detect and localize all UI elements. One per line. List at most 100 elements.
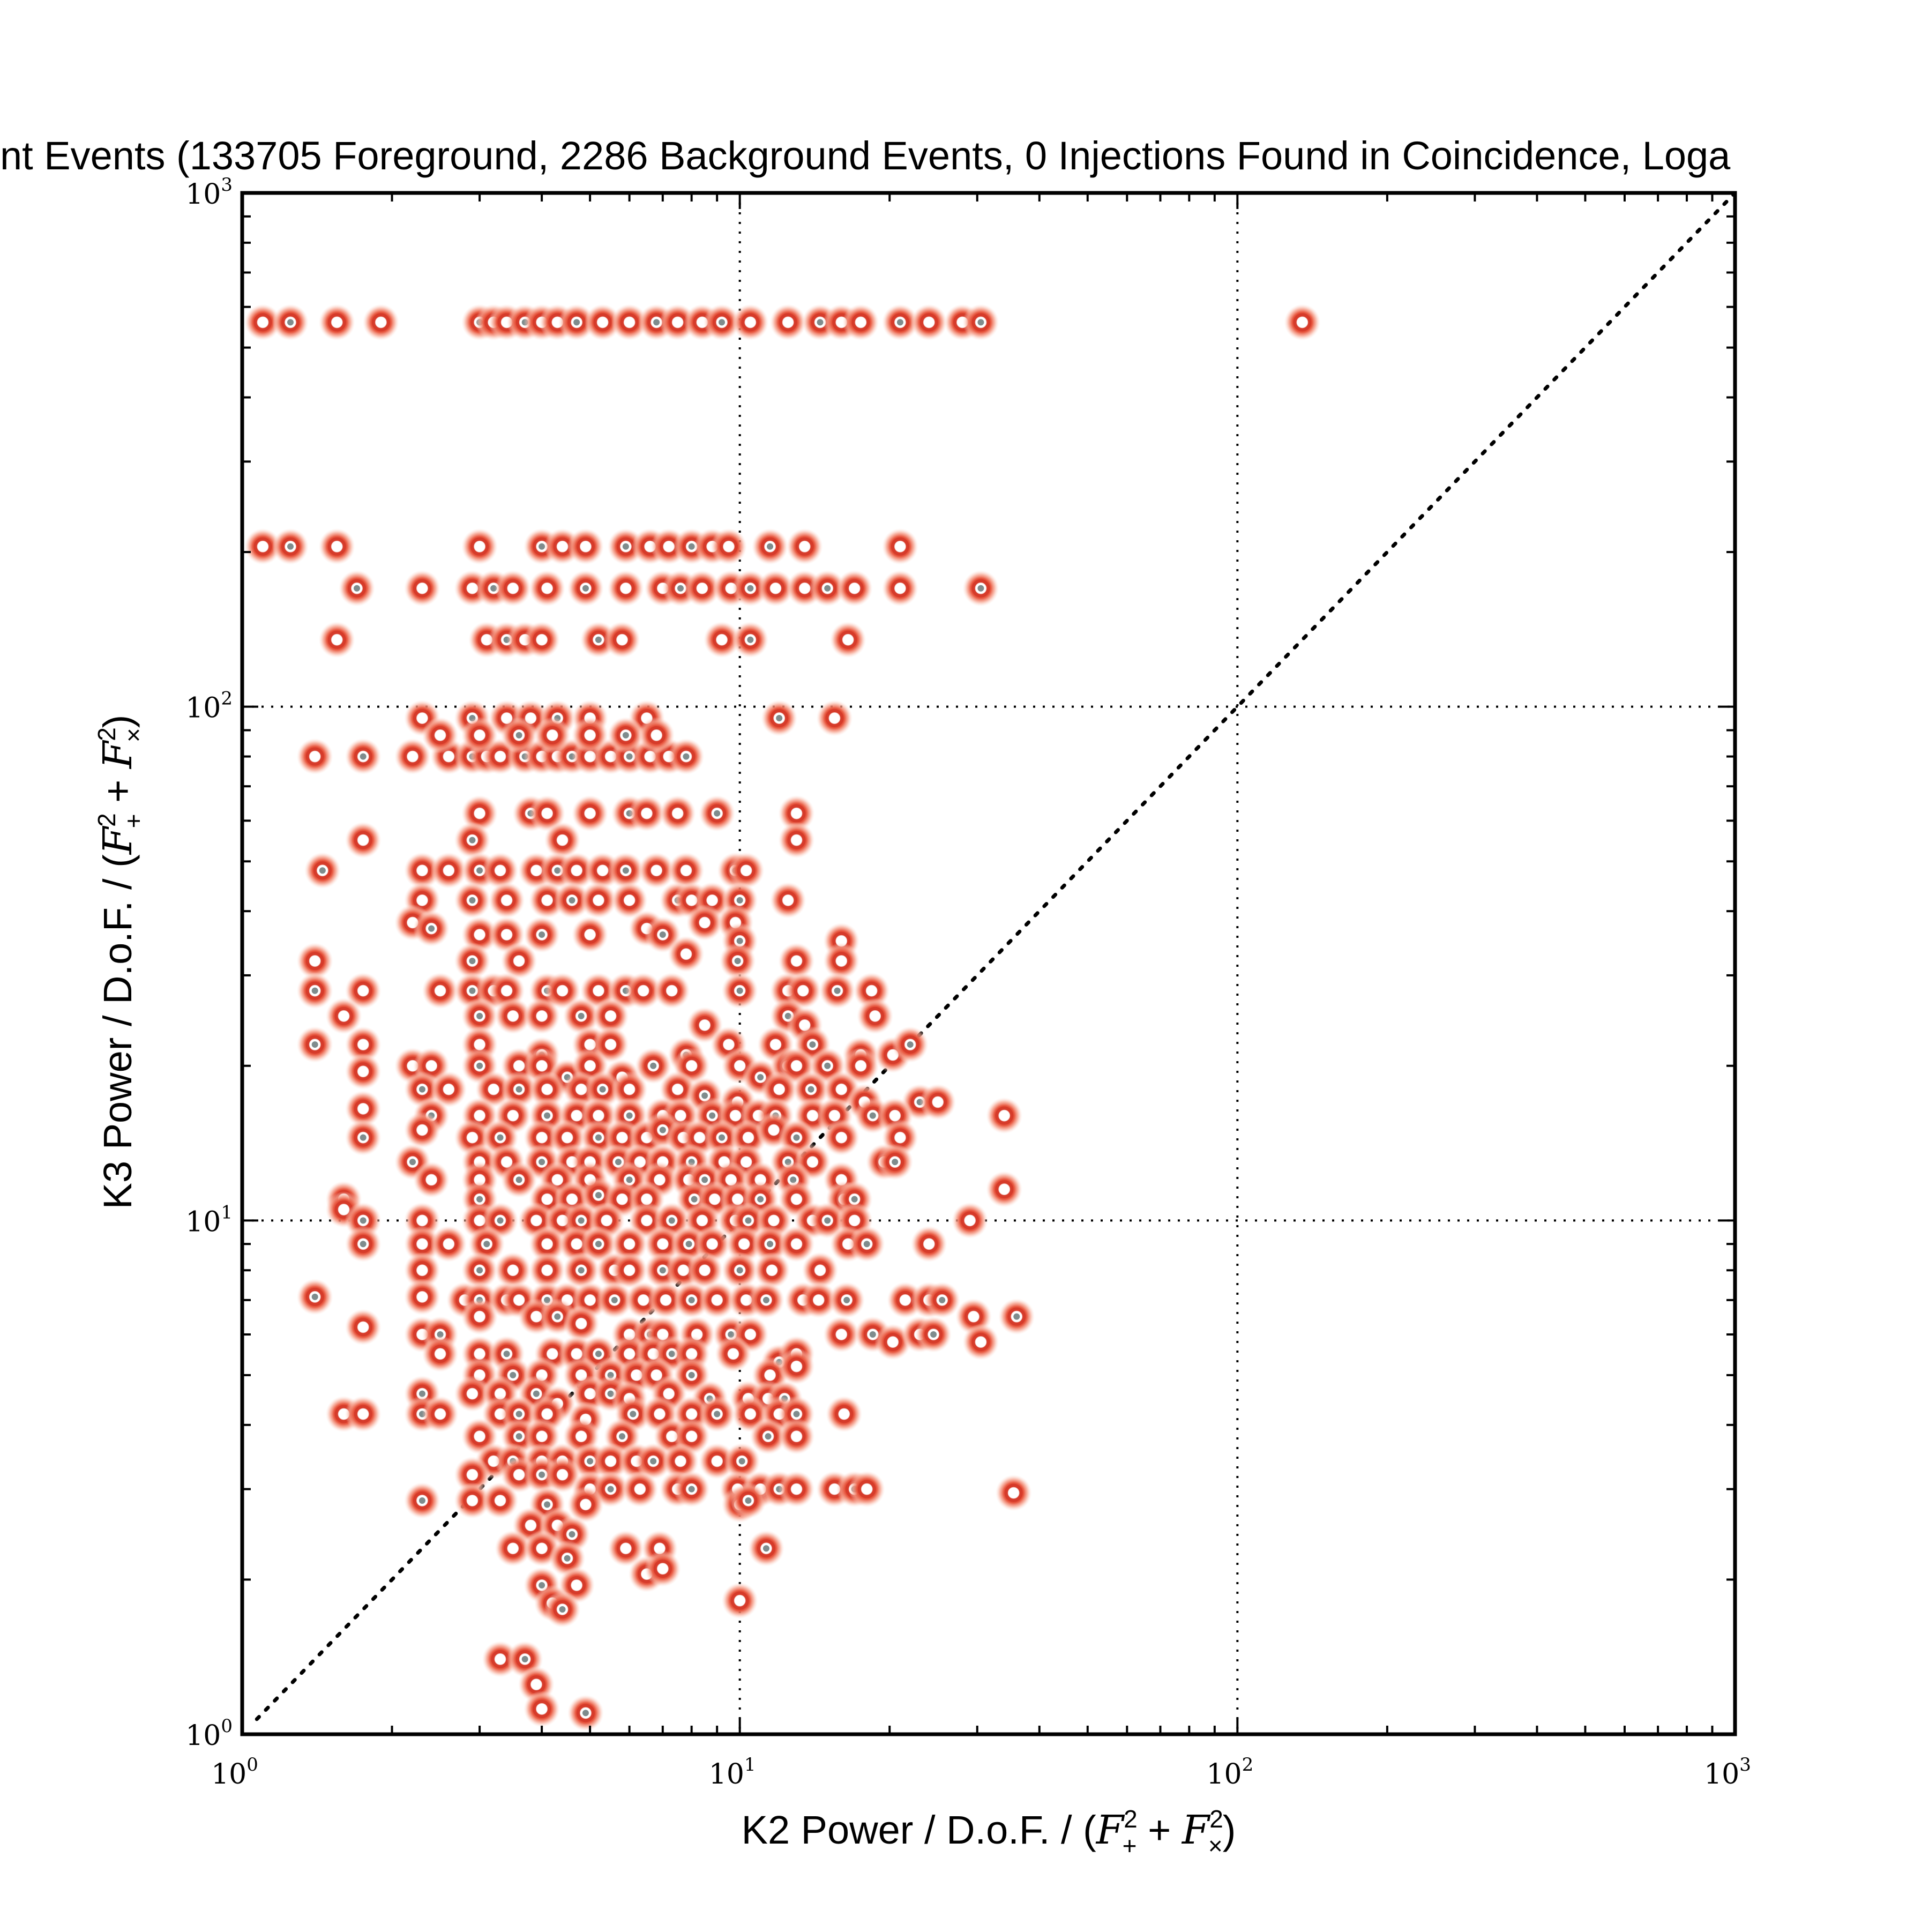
data-point-ring xyxy=(612,630,631,649)
background-point-core xyxy=(360,753,367,760)
background-point-core xyxy=(793,1411,800,1418)
background-point-core xyxy=(688,543,695,550)
foreground-point-core xyxy=(747,1331,754,1338)
foreground-point-core xyxy=(587,1041,594,1048)
data-point-ring xyxy=(757,1539,775,1558)
data-point xyxy=(732,304,769,341)
foreground-point-core xyxy=(587,1296,594,1303)
data-point xyxy=(877,1144,914,1181)
data-point xyxy=(721,972,758,1009)
data-point-ring xyxy=(832,952,851,971)
data-point xyxy=(500,943,537,980)
foreground-point-core xyxy=(838,958,845,965)
data-point xyxy=(403,1278,440,1315)
data-point-ring xyxy=(538,804,557,823)
data-point-ring xyxy=(787,831,806,849)
foreground-point-core xyxy=(490,1086,497,1093)
data-point xyxy=(924,1281,961,1318)
data-point-ring xyxy=(470,537,489,556)
background-point-core xyxy=(685,1241,692,1248)
foreground-point-core xyxy=(637,1159,644,1166)
foreground-point-core xyxy=(544,897,551,904)
data-point-ring xyxy=(581,1056,600,1075)
data-point xyxy=(403,1112,440,1148)
data-point-ring xyxy=(371,313,390,332)
background-point-core xyxy=(977,319,984,326)
data-point xyxy=(345,738,382,775)
foreground-point-core xyxy=(747,319,754,326)
data-point-ring xyxy=(327,313,346,332)
data-point xyxy=(554,882,590,919)
data-point-ring xyxy=(253,537,272,556)
data-point-ring xyxy=(354,1405,372,1423)
data-point xyxy=(495,570,532,607)
data-point-ring xyxy=(919,313,938,332)
foreground-point-core xyxy=(559,837,566,844)
data-point xyxy=(986,1097,1023,1134)
data-point xyxy=(454,1375,491,1412)
foreground-point-core xyxy=(872,1012,879,1019)
foreground-point-core xyxy=(559,543,566,550)
axes-frame xyxy=(240,191,1737,1736)
foreground-point-core xyxy=(599,867,606,874)
data-point-ring xyxy=(787,1235,806,1254)
data-point xyxy=(403,1252,440,1289)
foreground-point-core xyxy=(476,1041,483,1048)
foreground-point-core xyxy=(311,958,318,965)
background-point-core xyxy=(688,1371,695,1378)
foreground-point-core xyxy=(770,1127,777,1133)
data-point-ring xyxy=(857,1235,876,1254)
background-point-core xyxy=(668,1351,675,1357)
data-point xyxy=(244,304,281,341)
foreground-point-core xyxy=(714,1296,721,1303)
data-point xyxy=(761,700,798,737)
data-point-ring xyxy=(305,1287,324,1306)
foreground-point-core xyxy=(784,319,791,326)
foreground-point-core xyxy=(659,1241,666,1248)
background-point-core xyxy=(287,319,294,326)
data-point-ring xyxy=(971,313,990,332)
data-point-ring xyxy=(510,1170,528,1189)
background-point-core xyxy=(765,1433,772,1440)
foreground-point-core xyxy=(573,1351,580,1357)
data-point xyxy=(826,1396,863,1433)
data-point xyxy=(304,852,341,889)
foreground-point-core xyxy=(831,1486,838,1493)
foreground-point-core xyxy=(569,1196,575,1203)
data-point-ring xyxy=(497,981,516,1000)
data-point-ring xyxy=(538,579,557,598)
data-point-ring xyxy=(497,926,516,944)
data-point-ring xyxy=(593,313,612,332)
foreground-point-core xyxy=(618,1196,625,1203)
data-point-ring xyxy=(735,1235,753,1254)
data-point xyxy=(915,1316,952,1353)
data-point-ring xyxy=(422,1170,441,1189)
background-point-core xyxy=(622,867,629,874)
data-point-ring xyxy=(759,1427,777,1446)
data-point xyxy=(836,570,873,607)
data-point xyxy=(592,997,629,1034)
data-point xyxy=(488,882,525,919)
data-point-ring xyxy=(612,1427,631,1446)
data-point-ring xyxy=(533,1153,551,1172)
background-point-core xyxy=(564,1555,571,1562)
data-point xyxy=(723,1443,760,1480)
data-point-ring xyxy=(653,926,672,944)
x-tick-label: 102 xyxy=(1206,1754,1253,1791)
background-point-core xyxy=(745,1497,752,1504)
data-point xyxy=(345,1053,382,1090)
data-point-ring xyxy=(620,1235,639,1254)
data-point-ring xyxy=(533,1539,551,1558)
data-point xyxy=(786,528,823,565)
data-point-ring xyxy=(354,747,372,766)
foreground-point-core xyxy=(360,987,367,994)
data-point-ring xyxy=(682,1056,701,1075)
data-point-ring xyxy=(737,861,756,880)
background-point-core xyxy=(582,585,589,592)
background-point-core xyxy=(745,1217,752,1224)
foreground-point-core xyxy=(483,636,490,643)
data-point-ring xyxy=(696,1016,714,1034)
data-point-ring xyxy=(929,1093,947,1112)
foreground-point-core xyxy=(747,1411,754,1418)
data-point xyxy=(454,822,491,859)
